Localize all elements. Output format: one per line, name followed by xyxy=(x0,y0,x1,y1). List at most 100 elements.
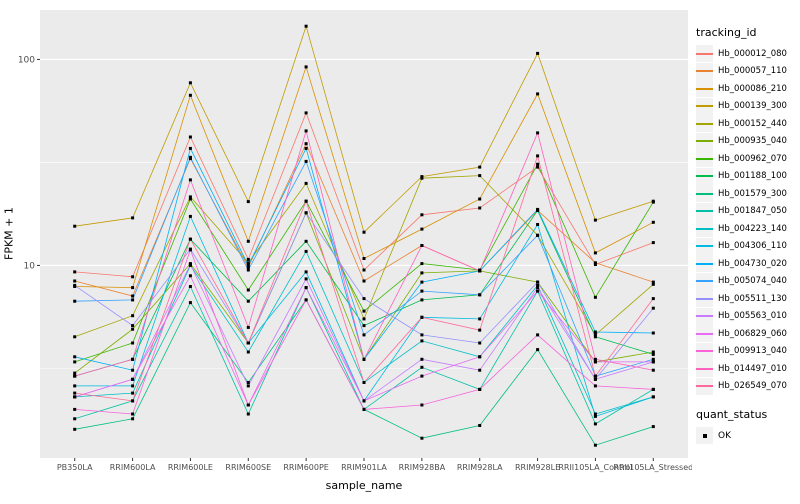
legend-item-Hb_026549_070: Hb_026549_070 xyxy=(696,377,800,396)
data-point xyxy=(362,317,366,321)
data-point xyxy=(304,286,308,290)
legend-key-swatch xyxy=(696,325,713,343)
data-point xyxy=(593,261,597,265)
data-point xyxy=(478,317,482,321)
data-point xyxy=(246,261,250,265)
data-point xyxy=(131,417,135,421)
data-point xyxy=(651,387,655,391)
data-point xyxy=(420,271,424,275)
data-point xyxy=(73,283,77,287)
data-point xyxy=(304,270,308,274)
data-point xyxy=(651,357,655,361)
legend-item-label: Hb_006829_060 xyxy=(718,328,787,339)
data-point xyxy=(246,381,250,384)
legend-item-label: Hb_000152_440 xyxy=(718,118,787,129)
data-point xyxy=(593,443,597,447)
legend-line-icon xyxy=(696,192,713,195)
x-tick-label-PB350LA: PB350LA xyxy=(57,463,93,472)
data-point xyxy=(593,218,597,222)
data-point xyxy=(651,368,655,372)
data-point xyxy=(362,399,366,403)
legend-key-swatch xyxy=(696,80,713,98)
data-point xyxy=(536,131,540,135)
legend-key-swatch xyxy=(696,45,713,63)
legend-line-icon xyxy=(696,52,713,55)
data-point xyxy=(188,81,192,85)
legend: tracking_id Hb_000012_080 Hb_000057_110 Hb… xyxy=(692,0,800,500)
data-point xyxy=(304,211,308,215)
legend-line-icon xyxy=(696,87,713,90)
data-point xyxy=(188,197,192,201)
data-point xyxy=(593,384,597,388)
x-tick-label-RRIM600LA: RRIM600LA xyxy=(110,463,156,472)
data-point xyxy=(304,129,308,133)
data-point xyxy=(73,299,77,303)
data-point xyxy=(420,339,424,343)
quant-status-label: OK xyxy=(718,430,731,441)
data-point xyxy=(131,377,135,381)
data-point xyxy=(478,341,482,345)
data-point xyxy=(188,214,192,218)
data-point xyxy=(188,155,192,159)
legend-item-Hb_000962_070: Hb_000962_070 xyxy=(696,150,800,168)
data-point xyxy=(73,391,77,395)
data-point xyxy=(593,377,597,381)
data-point xyxy=(593,263,597,266)
data-point xyxy=(478,293,482,297)
data-point xyxy=(131,357,135,361)
data-point xyxy=(73,360,77,364)
data-point xyxy=(536,333,540,337)
legend-item-Hb_005074_040: Hb_005074_040 xyxy=(696,272,800,291)
y-axis-title: FPKM + 1 xyxy=(2,207,16,261)
legend-item-Hb_004223_140: Hb_004223_140 xyxy=(696,220,800,238)
legend-item-Hb_001188_100: Hb_001188_100 xyxy=(696,167,800,186)
data-point xyxy=(362,333,366,337)
data-point xyxy=(651,282,655,286)
panel-background xyxy=(40,10,688,458)
legend-line-icon xyxy=(696,367,713,370)
data-point xyxy=(304,146,308,150)
x-axis-title: sample_name xyxy=(325,479,403,492)
data-point xyxy=(651,352,655,356)
data-point xyxy=(246,325,250,329)
y-tick-label: 100 xyxy=(18,55,35,65)
data-point xyxy=(246,239,250,243)
data-point xyxy=(478,269,482,273)
legend-key-swatch xyxy=(696,360,713,378)
data-point xyxy=(593,357,597,361)
legend-item-Hb_000057_110: Hb_000057_110 xyxy=(696,62,800,81)
legend-item-label: Hb_014497_010 xyxy=(718,363,787,374)
legend-key-swatch xyxy=(696,115,713,133)
plot-area: 100 10 PB350LA RRIM600LA RRIM600LE RRIM600SE R… xyxy=(2,10,693,492)
legend-item-Hb_000139_300: Hb_000139_300 xyxy=(696,97,800,116)
data-point xyxy=(593,330,597,334)
data-point xyxy=(420,315,424,319)
data-point xyxy=(304,239,308,243)
x-tick-label-RRII105LA_Stressed: RRII105LA_Stressed xyxy=(613,463,692,472)
data-point xyxy=(73,407,77,411)
data-point xyxy=(73,224,77,228)
data-point xyxy=(651,350,655,354)
data-point xyxy=(188,301,192,305)
legend-line-icon xyxy=(696,315,713,318)
data-point xyxy=(593,335,597,339)
legend-line-icon xyxy=(696,157,713,160)
data-point xyxy=(188,178,192,182)
data-point xyxy=(246,263,250,267)
legend-key-swatch xyxy=(696,132,713,150)
legend-line-icon xyxy=(696,280,713,283)
data-point xyxy=(536,154,540,158)
data-point xyxy=(304,181,308,185)
data-point xyxy=(420,227,424,231)
legend-title-quant-status: quant_status xyxy=(696,408,768,421)
legend-item-label: Hb_004223_140 xyxy=(718,223,787,234)
legend-line-icon xyxy=(696,245,713,248)
line-chart: 100 10 PB350LA RRIM600LA RRIM600LE RRIM600SE R… xyxy=(18,10,693,472)
data-point xyxy=(131,324,135,328)
data-point xyxy=(73,395,77,399)
data-point xyxy=(536,165,540,169)
data-point xyxy=(593,374,597,378)
legend-item-label: Hb_005074_040 xyxy=(718,276,787,287)
data-point xyxy=(651,220,655,224)
y-tick-label: 10 xyxy=(24,261,36,271)
